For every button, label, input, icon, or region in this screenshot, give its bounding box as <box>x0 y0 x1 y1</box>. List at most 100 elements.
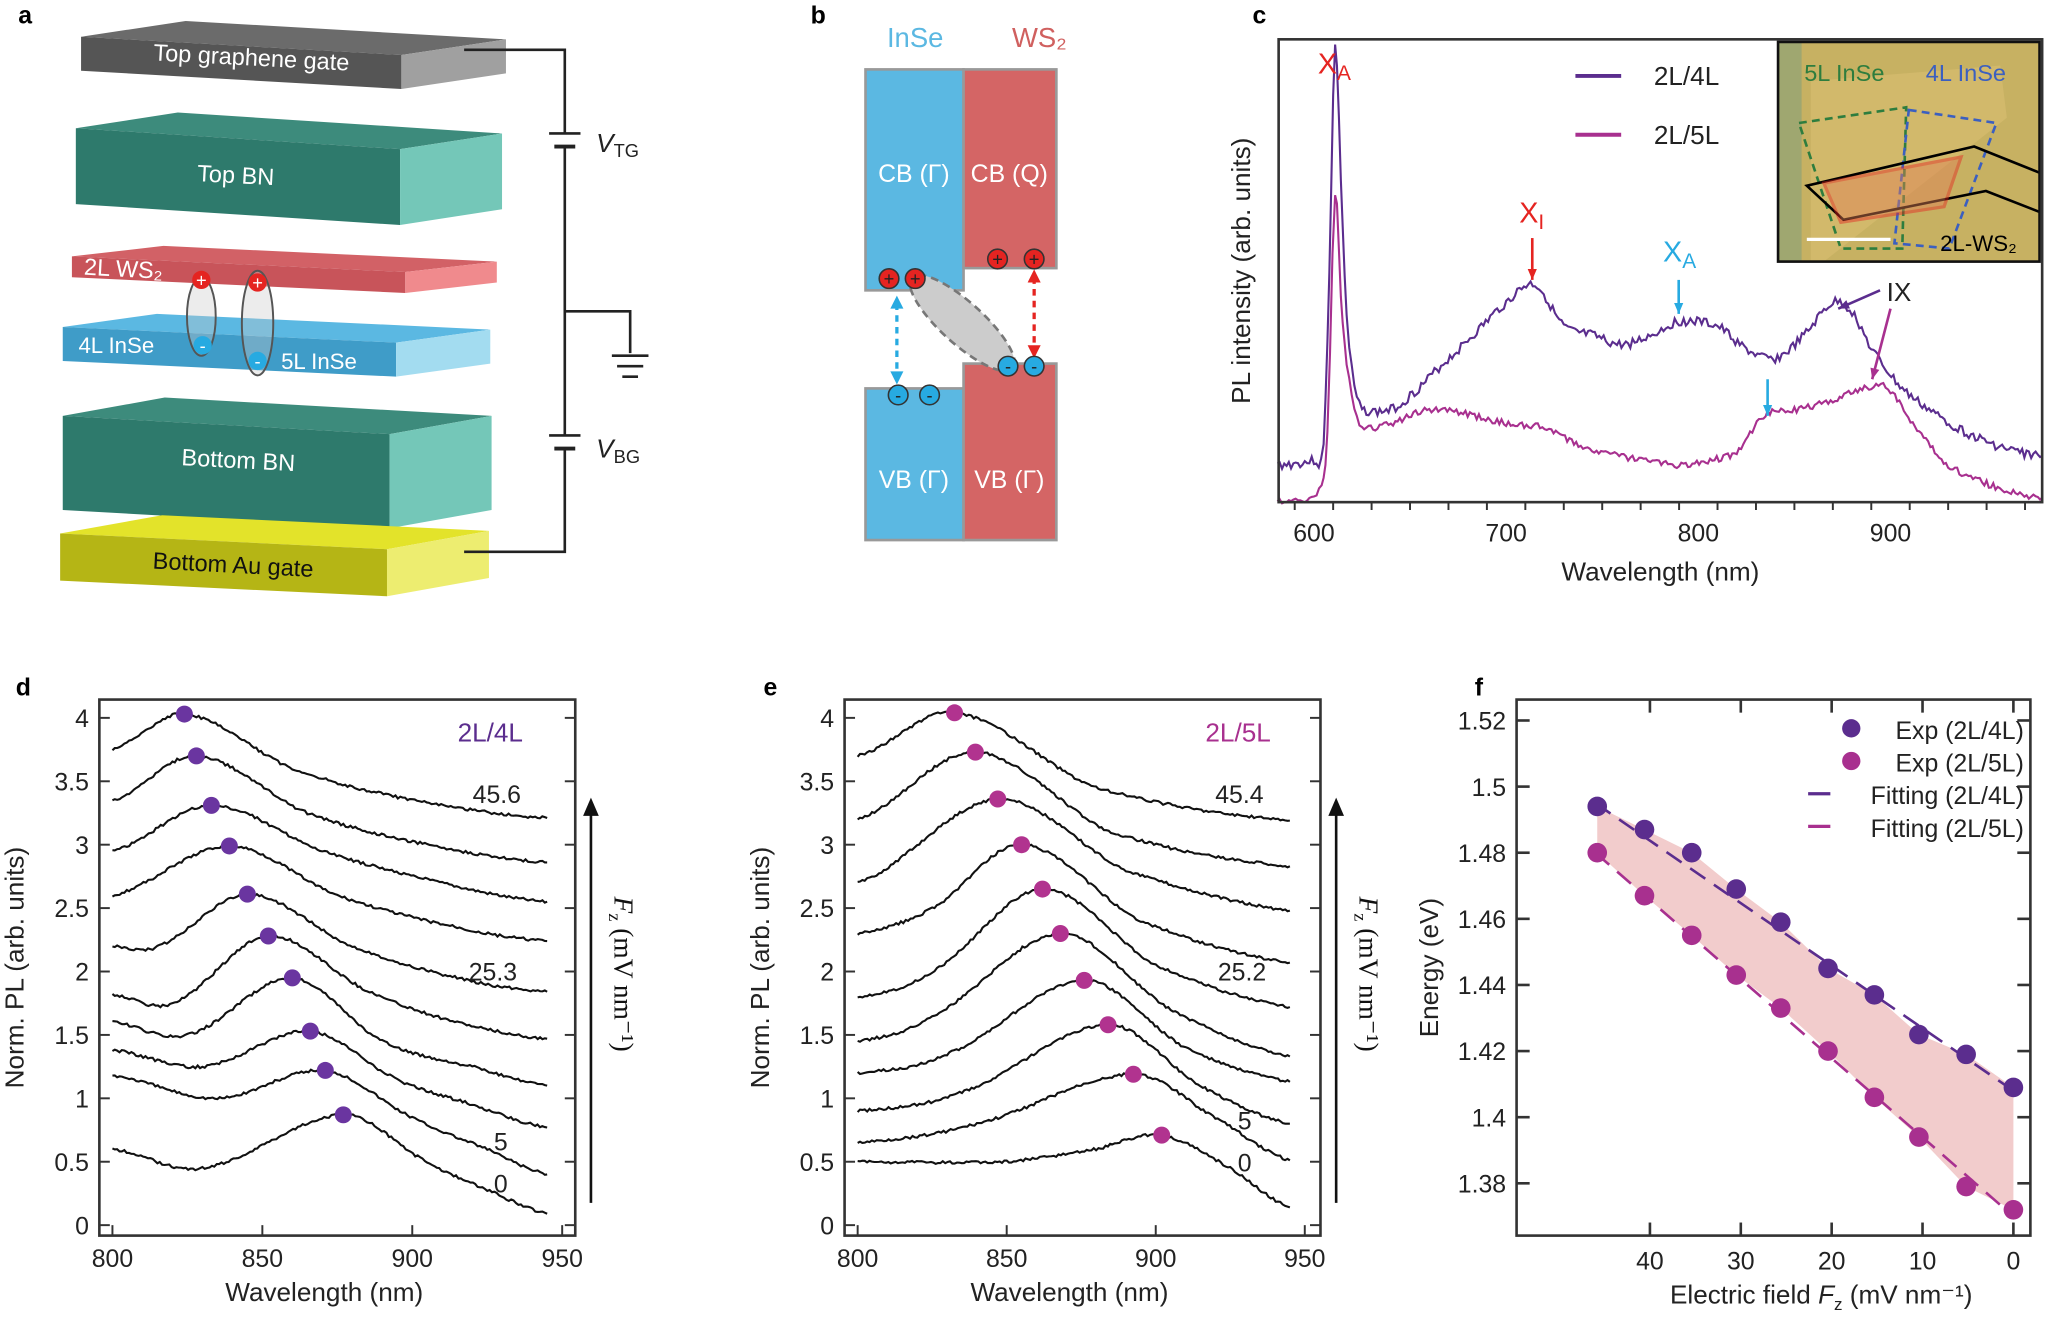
peak-marker <box>1033 880 1051 898</box>
peak-annotation: XI <box>1519 197 1544 234</box>
vbg-label: VBG <box>596 434 640 467</box>
peak-marker <box>175 705 193 723</box>
spectrum-curve <box>111 1028 548 1129</box>
x-tick-label: 600 <box>1293 520 1334 547</box>
x-tick-label: 700 <box>1485 520 1526 547</box>
y-tick-label: 4 <box>75 706 89 733</box>
peak-marker <box>202 796 220 814</box>
peak-marker <box>1051 924 1069 942</box>
hole-icon <box>1023 248 1045 270</box>
electron-icon: - <box>200 335 206 356</box>
field-value-label: 25.2 <box>1218 960 1266 987</box>
y-axis-label: PL intensity (arb. units) <box>1226 138 1256 404</box>
charge-sign: - <box>1031 356 1037 377</box>
layer-label: 5L InSe <box>281 349 357 374</box>
y-tick-label: 1.46 <box>1458 907 1506 934</box>
y-tick-label: 1.44 <box>1458 973 1507 1000</box>
peak-marker <box>283 969 301 987</box>
panel-label-e: e <box>764 675 778 702</box>
data-point <box>1956 1176 1976 1197</box>
legend-label: Exp (2L/5L) <box>1895 750 2023 777</box>
electron-icon: - <box>255 350 261 371</box>
panel-label-a: a <box>18 3 32 30</box>
plot-frame <box>1277 38 2044 504</box>
data-point <box>1864 1087 1885 1108</box>
charge-sign: + <box>1029 249 1040 270</box>
ws2-cb-label: CB (Q) <box>971 161 1048 188</box>
x-tick-label: 800 <box>1678 520 1719 547</box>
x-axis-label: Electric field Fz (mV nm⁻¹) <box>1670 1280 1972 1315</box>
plot-frame <box>1515 698 2032 1237</box>
y-tick-label: 0 <box>820 1213 834 1240</box>
y-tick-label: 3.5 <box>800 769 835 796</box>
ix-annotation: IX <box>1887 277 1912 307</box>
hole-icon: + <box>252 272 263 293</box>
y-tick-label: 2 <box>820 960 834 987</box>
spectrum-curve <box>857 888 1291 1009</box>
energy-band-fill <box>1597 806 2014 1210</box>
y-tick-label: 2 <box>75 960 89 987</box>
peak-marker <box>966 743 984 761</box>
y-tick-label: 1.52 <box>1458 709 1506 736</box>
electron-icon <box>918 384 941 406</box>
spectrum-curve <box>111 843 548 943</box>
data-point <box>1726 965 1747 985</box>
electron-icon <box>1023 355 1045 377</box>
peak-marker <box>946 704 964 722</box>
data-point <box>1726 879 1747 899</box>
hole-icon <box>904 267 926 290</box>
spectrum-curve <box>856 710 1290 822</box>
charge-sign: - <box>895 384 901 405</box>
plot-frame <box>843 698 1322 1237</box>
inset-label-ws2: 2L-WS₂ <box>1940 231 2017 256</box>
panel-label-b: b <box>811 3 826 30</box>
y-tick-label: 0.5 <box>54 1150 89 1177</box>
hole-icon: + <box>196 269 207 290</box>
legend-label: Fitting (2L/4L) <box>1871 783 2024 810</box>
spectrum-curve <box>857 1132 1291 1209</box>
peak-marker <box>316 1061 334 1079</box>
ws2-title: WS₂ <box>1012 22 1067 53</box>
data-point <box>2003 1077 2024 1098</box>
y-tick-label: 3.5 <box>54 769 89 796</box>
field-value-label: 0 <box>1238 1151 1252 1178</box>
y-tick-label: 2.5 <box>800 896 835 923</box>
legend-marker <box>1842 751 1861 771</box>
series-line-2L-4L <box>1276 44 2043 472</box>
spectrum-curve <box>856 979 1291 1083</box>
vtg-label: VTG <box>596 128 639 161</box>
pl-spectrum-chart: 600 700 800 900 Wavelength (nm) PL intensity … <box>1226 38 2044 587</box>
y-axis-label: Energy (eV) <box>1414 898 1444 1037</box>
x-tick-label: 900 <box>1135 1246 1176 1273</box>
peak-marker <box>187 747 205 765</box>
x-tick-label: 950 <box>1284 1246 1325 1273</box>
data-point <box>1681 925 1702 946</box>
data-point <box>1818 1041 1838 1061</box>
layer-label: Top BN <box>197 160 275 190</box>
energy-vs-field-chart: 1.38 1.4 1.42 1.44 1.46 1.48 1.5 1.52 40 30 20 10 0 E… <box>1414 698 2032 1315</box>
panel-label-d: d <box>16 675 31 702</box>
x-tick-label: 800 <box>837 1246 878 1273</box>
y-tick-label: 0 <box>75 1213 89 1240</box>
peak-marker <box>1124 1065 1142 1083</box>
ws2-layer: 2L WS₂ <box>71 245 497 293</box>
y-tick-label: 3 <box>820 833 834 860</box>
pl-stack-2l4l-chart: 0 0.5 1 1.5 2 2.5 3 3.5 4 800 850 900 950 Wavelength … <box>0 698 638 1307</box>
y-tick-label: 1 <box>75 1086 89 1113</box>
peak-marker <box>1075 971 1093 989</box>
field-value-label: 0 <box>494 1171 508 1198</box>
inse-cb-block <box>864 68 965 292</box>
legend-label: Fitting (2L/5L) <box>1871 816 2024 843</box>
series-line-2L-5L <box>1276 194 2043 505</box>
spectrum-curve <box>857 749 1291 869</box>
panel-label-c: c <box>1252 3 1266 30</box>
peak-annotation: XA <box>1663 237 1696 274</box>
ws2-cb-block <box>962 68 1058 270</box>
field-value-label: 5 <box>494 1130 508 1157</box>
x-tick-label: 20 <box>1818 1249 1846 1276</box>
fit-line <box>1594 851 2015 1218</box>
charge-sign: + <box>992 249 1003 270</box>
interlayer-excitons: + + - - <box>185 269 275 377</box>
electron-icon <box>887 384 909 406</box>
band-diagram: InSe WS₂ CB (Γ) CB (Q) VB (Γ) VB (Γ) + + +… <box>864 22 1067 542</box>
